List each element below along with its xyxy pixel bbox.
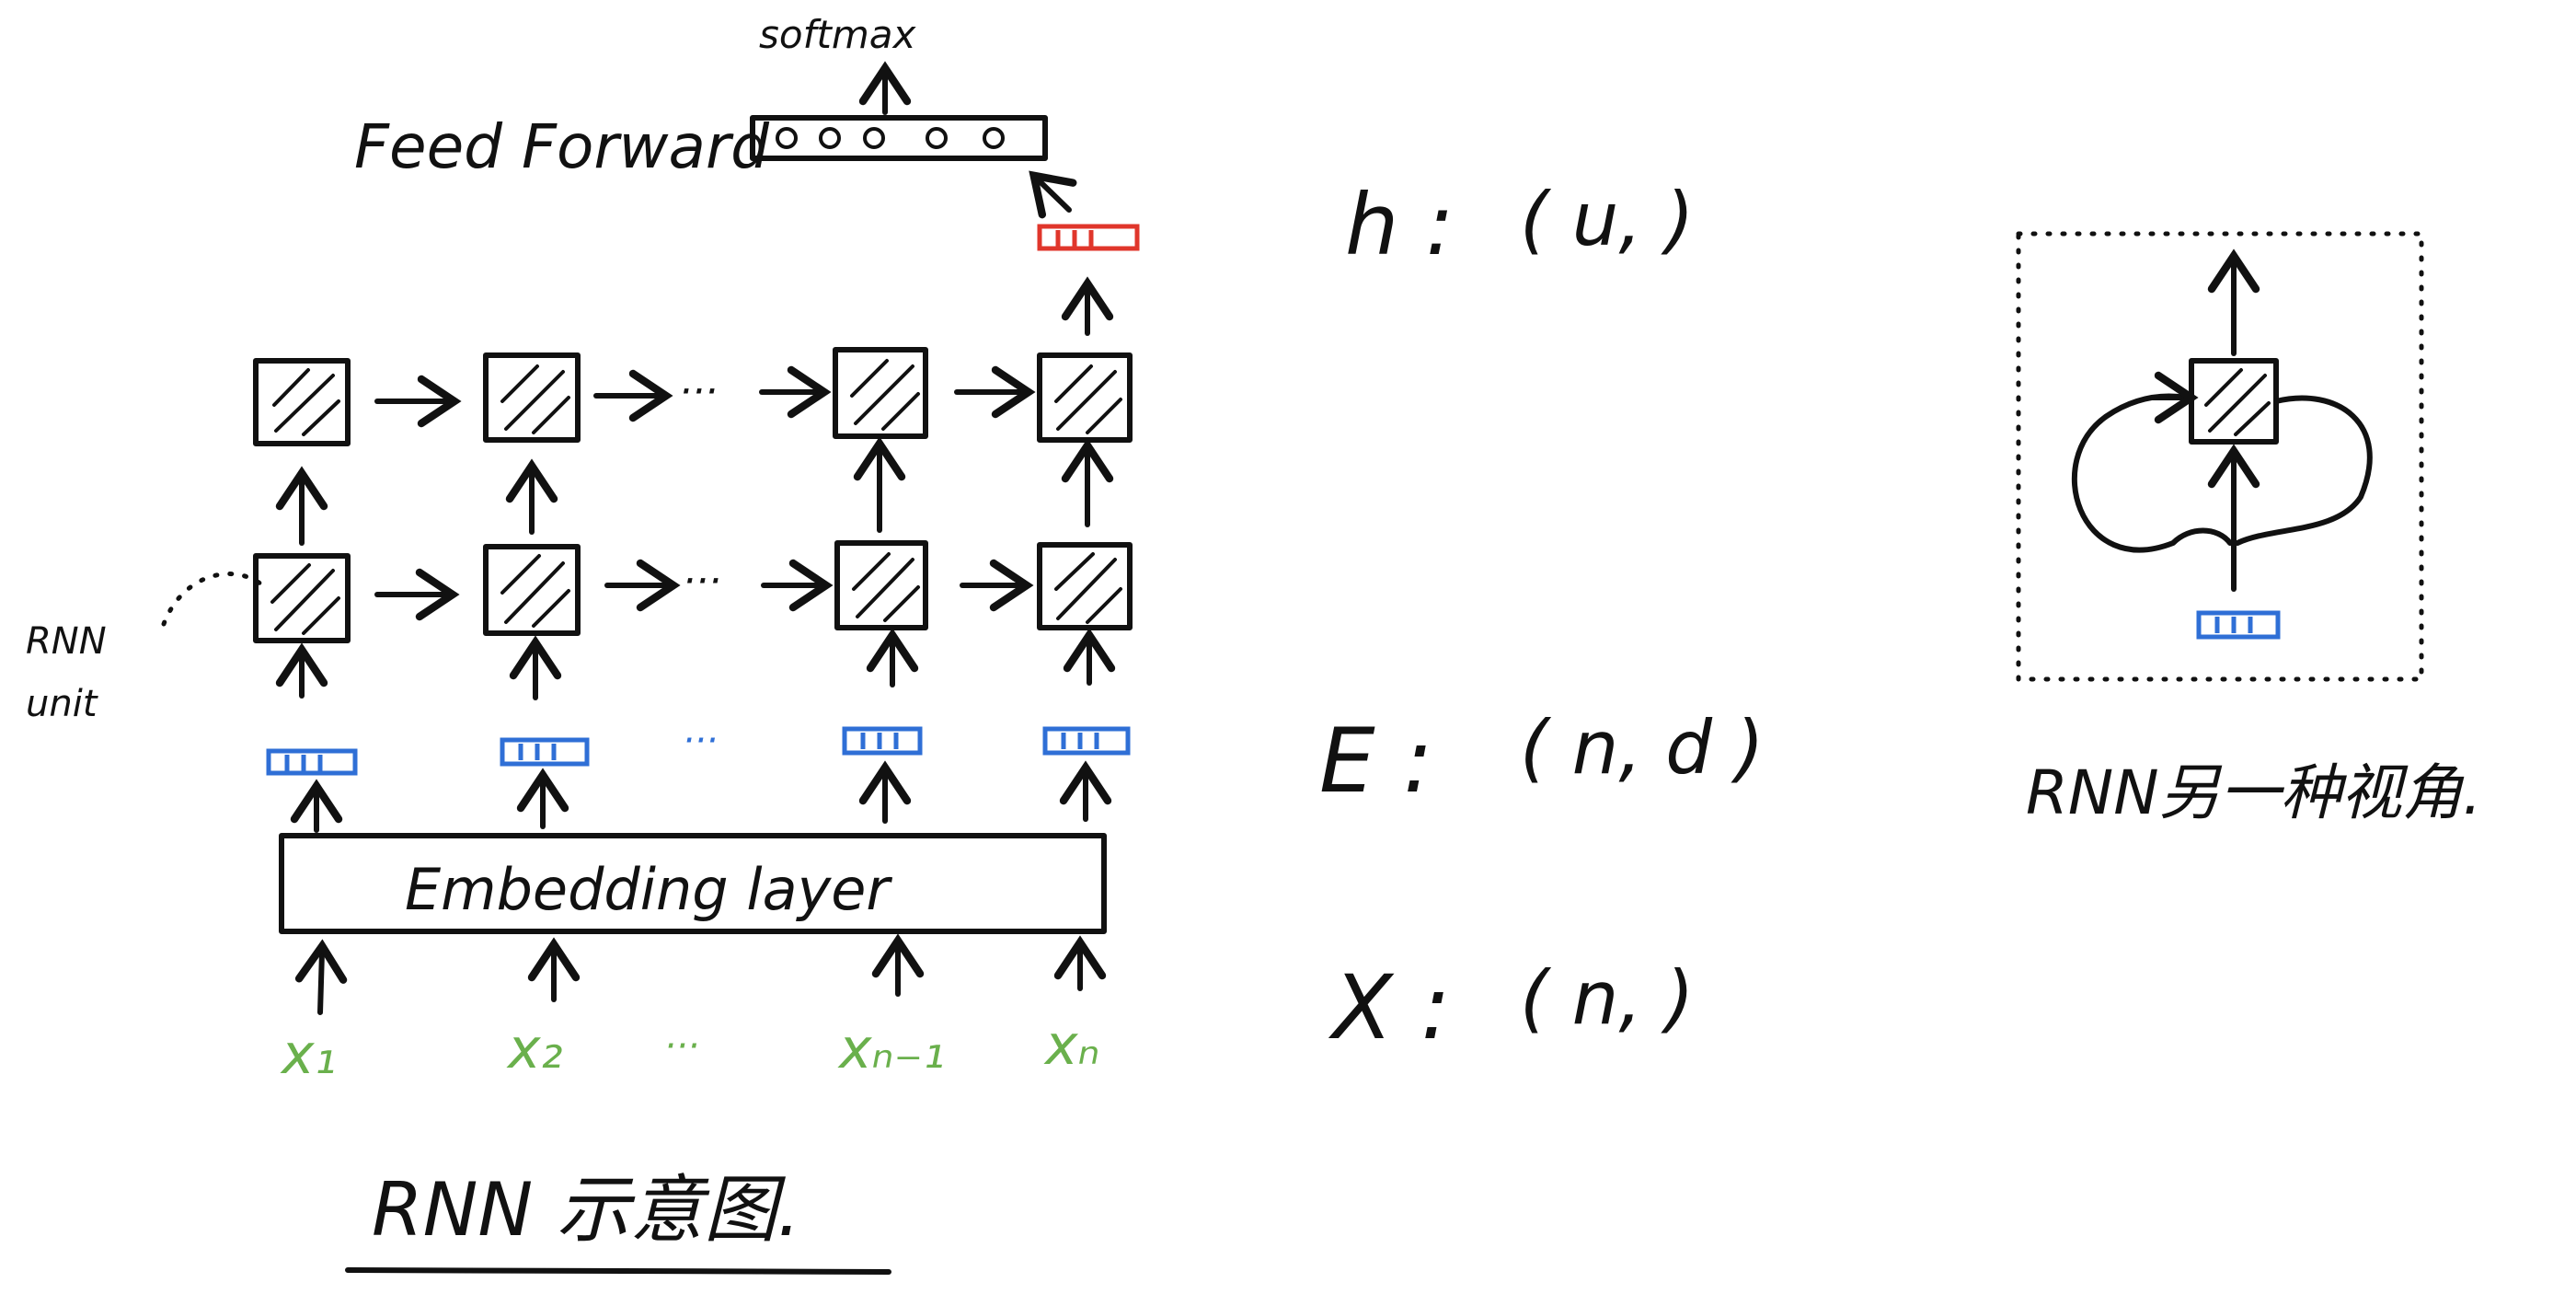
up-arrow-input-1 [294,939,348,1015]
shape-E-value: ( n, d ) [1520,705,1765,791]
shape-X-symbol: X : [1328,956,1451,1059]
rnn-cell-bottom-4 [1037,542,1133,630]
rnn-unit-label-line1: RNN [26,620,107,663]
rnn-cell-bottom-1 [253,553,351,643]
rnn-cell-top-3 [833,347,928,439]
rnn-unit-label-line2: unit [26,683,98,725]
embedding-ellipsis: ··· [683,720,718,762]
rnn-cell-top-1 [253,358,351,446]
alt-view-recurrent-loop-left [2072,393,2233,553]
shape-h-value: ( u, ) [1520,177,1694,262]
top-ellipsis: ··· [679,368,718,415]
embedding-vector-4 [1042,726,1131,756]
main-title-underline [345,1267,891,1275]
input-xn: xₙ [1043,1013,1099,1078]
embedding-vector-3 [842,726,923,756]
input-x1: x₁ [280,1022,337,1087]
rnn-cell-top-4 [1037,352,1133,443]
feed-forward-arrow [1029,170,1077,219]
input-xn-1: xₙ₋₁ [837,1017,945,1081]
bottom-ellipsis: ··· [683,558,721,605]
alt-view-title: RNN另一种视角. [2026,757,2482,828]
embedding-vector-2 [500,737,590,767]
rnn-cell-bottom-2 [483,544,581,636]
rnn-cell-top-2 [483,352,581,443]
alt-view-frame [2016,231,2424,682]
alt-view-recurrent-loop-right [2235,395,2373,546]
rnn-unit-pointer [161,572,270,627]
feed-forward-label: Feed Forward [354,111,770,182]
embedding-layer-box [279,833,1107,934]
softmax-label: softmax [759,12,916,57]
shape-h-symbol: h : [1345,176,1455,274]
embedding-layer-label: Embedding layer [405,856,892,923]
input-ellipsis: ··· [664,1025,699,1068]
shape-X-value: ( n, ) [1520,955,1694,1041]
main-title: RNN 示意图. [372,1167,800,1253]
softmax-output-vector [750,115,1048,161]
alt-view-rnn-cell [2189,358,2279,445]
shape-E-symbol: E : [1319,710,1433,813]
hidden-output-vector [1037,224,1140,251]
alt-view-embedding-vector [2196,610,2281,640]
embedding-vector-1 [266,748,358,776]
rnn-cell-bottom-3 [834,540,928,630]
input-x2: x₂ [506,1017,563,1081]
